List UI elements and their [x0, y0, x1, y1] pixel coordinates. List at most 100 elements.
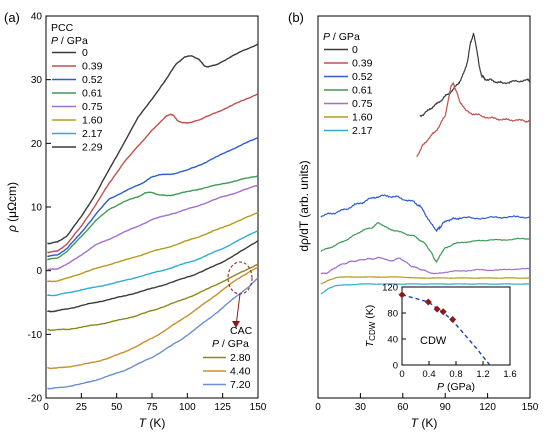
legend-pcc-subtitle: P / GPa: [51, 35, 88, 47]
legend-pcc-entry: 0.75: [82, 101, 103, 113]
legend-pcc-entry: 0.52: [82, 74, 103, 86]
legend-cac-entry: 2.80: [230, 352, 251, 364]
panel-b-legend: P / GPa 0 0.390.52 0.610.75 1.602.17: [323, 31, 373, 137]
inset-xtick-label: 0.4: [422, 369, 435, 380]
legend-cac-title: CAC: [230, 325, 253, 337]
cac-pointer-arrow: [235, 293, 241, 327]
inset-xtick-label: 1.2: [476, 369, 489, 380]
a-series-7.20: [47, 277, 259, 390]
a-xtick-label: 0: [43, 402, 49, 413]
inset-point: [439, 308, 447, 316]
b-series-0.61: [320, 222, 530, 264]
b-xtick-label: 120: [479, 402, 496, 413]
legend-b-entry: 0.52: [352, 71, 373, 83]
a-ytick-label: -10: [28, 330, 43, 341]
b-xtick-label: 30: [355, 402, 367, 413]
inset-ticks: 0 0.4 0.8 1.2 1.6 0 40 80 120: [382, 283, 516, 381]
b-xtick-label: 0: [315, 402, 321, 413]
legend-b-entry: 2.17: [352, 125, 373, 137]
panel-b-frame: [317, 15, 531, 399]
a-ytick-label: 40: [31, 12, 43, 23]
a-series-0.61: [47, 175, 259, 261]
inset-point: [433, 305, 441, 313]
inset-point: [449, 316, 457, 323]
legend-pcc-entry: 2.29: [82, 142, 103, 154]
a-xtick-label: 150: [250, 402, 267, 413]
panel-b: (b) 0 30 60 90 120 150 dρ/dT (arb. units) T (…: [288, 10, 539, 430]
a-series-1.60: [46, 212, 259, 283]
legend-b-entry: 0.75: [352, 98, 373, 110]
inset-ytick-label: 80: [387, 309, 398, 320]
a-xtick-label: 25: [76, 402, 88, 413]
a-ytick-label: -20: [28, 394, 43, 405]
panel-b-xlabel: T (K): [411, 416, 438, 430]
a-xtick-label: 100: [179, 402, 196, 413]
legend-cac-entry: 7.20: [230, 379, 251, 391]
panel-a-ylabel: ρ (μΩcm): [5, 182, 19, 233]
a-ytick-label: 30: [31, 75, 43, 86]
legend-b-entry: 0: [352, 44, 358, 56]
inset-ytick-label: 0: [393, 361, 398, 372]
inset-cdw-label: CDW: [420, 335, 447, 347]
a-series-2.17: [47, 229, 259, 297]
panel-a-curves: [46, 43, 259, 390]
panel-a-legend-pcc: PCC P / GPa 0 0.390.52 0.610.75 1.602.17 2.2…: [51, 22, 103, 154]
a-ytick-label: 0: [36, 266, 42, 277]
b-series-0: [419, 32, 531, 118]
legend-pcc-entry: 1.60: [82, 115, 103, 127]
legend-b-entry: 0.39: [352, 58, 373, 70]
a-series-0: [47, 43, 259, 245]
a-series-0.75: [47, 184, 259, 271]
panel-b-label: (b): [288, 10, 304, 25]
panel-a: (a) 0 25 50 75 100 125 150 -20 -10 0 10 20 30 40 ρ (μ…: [4, 10, 267, 430]
a-series-0.39: [47, 93, 259, 254]
a-xtick-label: 50: [111, 402, 123, 413]
legend-b-entry: 1.60: [352, 112, 373, 124]
b-xtick-label: 90: [440, 402, 452, 413]
legend-pcc-entry: 0: [82, 47, 88, 59]
b-series-0.39: [416, 81, 531, 158]
inset-point: [398, 291, 406, 299]
legend-b-title: P / GPa: [323, 31, 360, 43]
inset-xtick-label: 0.8: [449, 369, 462, 380]
panel-b-ticks: 0 30 60 90 120 150: [315, 393, 539, 413]
inset-xtick-label: 1.6: [503, 369, 516, 380]
b-series-0.75: [320, 256, 531, 275]
a-xtick-label: 75: [146, 402, 158, 413]
inset-point: [424, 298, 432, 306]
inset-frame: [401, 286, 511, 366]
a-ytick-label: 10: [31, 203, 43, 214]
a-ytick-label: 20: [31, 139, 43, 150]
a-series-4.40: [47, 266, 259, 370]
inset-tcdw: 0 0.4 0.8 1.2 1.6 0 40 80 120 TCDW (K) P (GPa) C…: [364, 283, 517, 394]
inset-xtick-label: 0: [399, 369, 404, 380]
legend-pcc-title: PCC: [51, 22, 74, 34]
panel-b-ylabel: dρ/dT (arb. units): [297, 160, 311, 251]
inset-plot: [398, 291, 491, 366]
panel-b-curves: [320, 32, 531, 295]
b-xtick-label: 60: [397, 402, 409, 413]
inset-ylabel: TCDW (K): [364, 305, 377, 347]
panel-a-legend-cac: CAC P / GPa 2.80 4.407.20: [203, 325, 253, 391]
a-xtick-label: 125: [214, 402, 231, 413]
legend-cac-subtitle: P / GPa: [212, 338, 249, 350]
b-series-0.52: [320, 194, 531, 233]
b-series-2.17: [320, 283, 531, 295]
panel-a-label: (a): [4, 10, 20, 25]
a-series-0.52: [47, 136, 259, 258]
panel-a-xlabel: T (K): [139, 416, 166, 430]
legend-b-entry: 0.61: [352, 85, 373, 97]
b-xtick-label: 150: [522, 402, 539, 413]
a-series-2.29: [47, 240, 259, 313]
inset-ytick-label: 120: [382, 283, 398, 294]
legend-cac-entry: 4.40: [230, 366, 251, 378]
legend-pcc-entry: 2.17: [82, 128, 103, 140]
b-series-1.60: [320, 276, 531, 285]
panel-a-ticks: 0 25 50 75 100 125 150 -20 -10 0 10 20 30 40: [28, 12, 267, 414]
a-series-2.80: [47, 263, 259, 332]
legend-pcc-entry: 0.39: [82, 61, 103, 73]
cac-pointer-arrowhead: [232, 321, 240, 328]
inset-ytick-label: 40: [387, 335, 398, 346]
inset-xlabel: P (GPa): [437, 381, 475, 393]
